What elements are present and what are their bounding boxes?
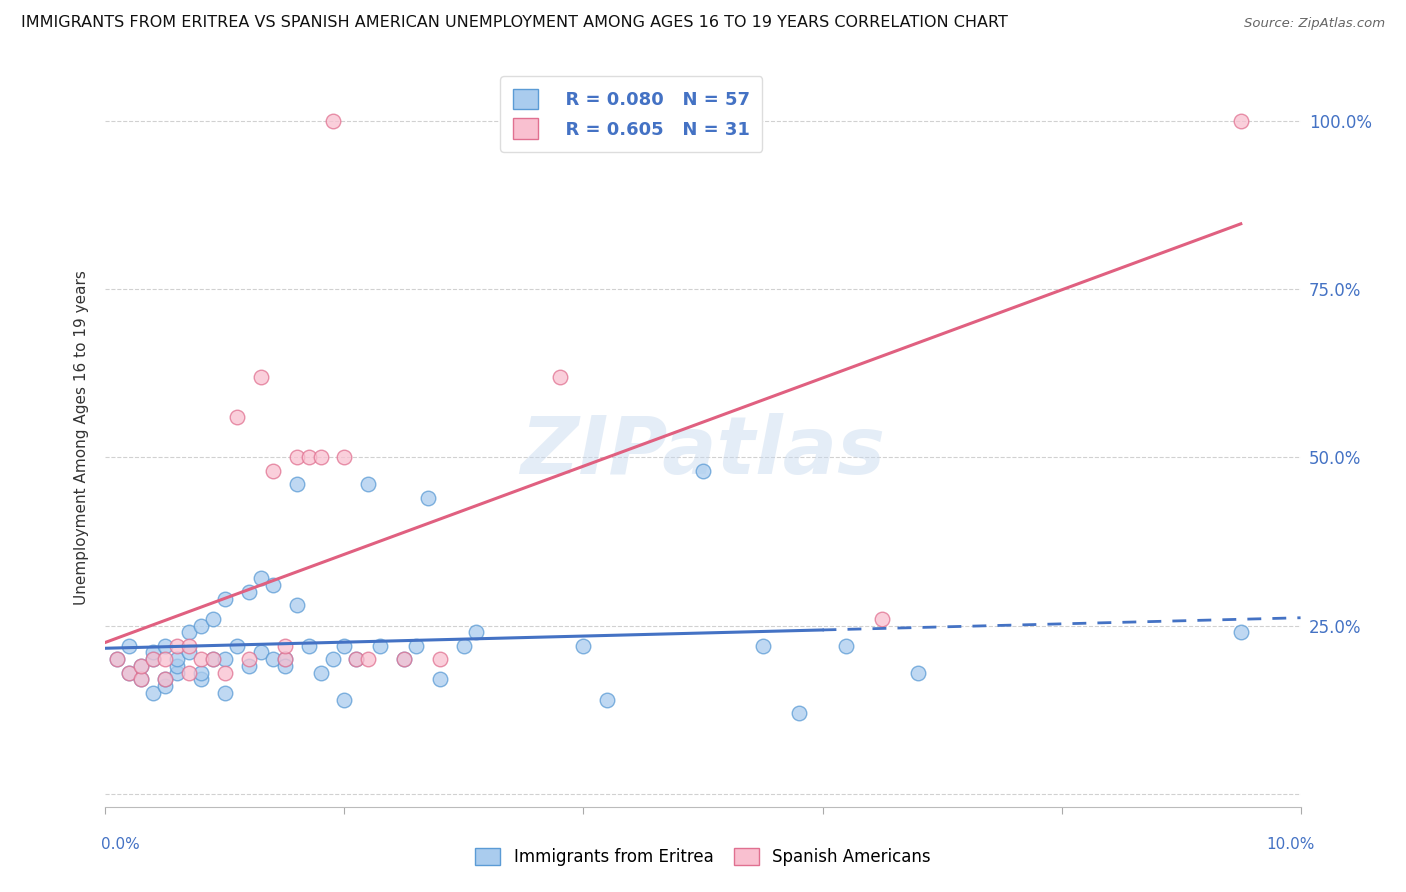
Point — [273, 659, 295, 673]
Point — [298, 450, 321, 465]
Point — [190, 673, 212, 687]
Point — [118, 665, 141, 680]
Point — [1229, 625, 1253, 640]
Point — [309, 665, 332, 680]
Point — [285, 477, 308, 491]
Point — [346, 652, 368, 666]
Point — [214, 665, 236, 680]
Point — [250, 645, 273, 659]
Point — [118, 639, 141, 653]
Legend: Immigrants from Eritrea, Spanish Americans: Immigrants from Eritrea, Spanish America… — [468, 841, 938, 873]
Point — [214, 591, 236, 606]
Point — [250, 571, 273, 585]
Point — [190, 652, 212, 666]
Point — [177, 639, 201, 653]
Point — [321, 113, 344, 128]
Point — [238, 585, 260, 599]
Point — [177, 665, 201, 680]
Point — [262, 464, 284, 478]
Text: 0.0%: 0.0% — [101, 838, 141, 852]
Point — [548, 369, 571, 384]
Point — [321, 652, 344, 666]
Y-axis label: Unemployment Among Ages 16 to 19 years: Unemployment Among Ages 16 to 19 years — [75, 269, 90, 605]
Point — [238, 659, 260, 673]
Point — [262, 652, 284, 666]
Point — [368, 639, 391, 653]
Point — [298, 639, 321, 653]
Point — [142, 645, 165, 659]
Point — [202, 652, 225, 666]
Text: ZIPatlas: ZIPatlas — [520, 413, 886, 491]
Point — [142, 652, 165, 666]
Point — [238, 652, 260, 666]
Point — [273, 652, 295, 666]
Point — [155, 673, 177, 687]
Point — [273, 652, 295, 666]
Point — [273, 639, 295, 653]
Point — [346, 652, 368, 666]
Point — [692, 464, 714, 478]
Point — [907, 665, 929, 680]
Text: 10.0%: 10.0% — [1267, 838, 1315, 852]
Point — [225, 639, 249, 653]
Point — [333, 450, 356, 465]
Point — [107, 652, 129, 666]
Point — [1229, 113, 1253, 128]
Point — [285, 450, 308, 465]
Point — [155, 673, 177, 687]
Point — [405, 639, 427, 653]
Point — [872, 612, 894, 626]
Point — [285, 599, 308, 613]
Text: IMMIGRANTS FROM ERITREA VS SPANISH AMERICAN UNEMPLOYMENT AMONG AGES 16 TO 19 YEA: IMMIGRANTS FROM ERITREA VS SPANISH AMERI… — [21, 15, 1008, 29]
Point — [429, 652, 451, 666]
Text: Source: ZipAtlas.com: Source: ZipAtlas.com — [1244, 17, 1385, 29]
Point — [202, 652, 225, 666]
Point — [214, 686, 236, 700]
Point — [177, 625, 201, 640]
Point — [142, 686, 165, 700]
Point — [787, 706, 810, 720]
Point — [262, 578, 284, 592]
Point — [357, 477, 380, 491]
Point — [155, 679, 177, 693]
Point — [214, 652, 236, 666]
Point — [190, 618, 212, 632]
Point — [835, 639, 858, 653]
Point — [333, 692, 356, 706]
Point — [129, 673, 153, 687]
Point — [142, 652, 165, 666]
Point — [155, 652, 177, 666]
Point — [177, 645, 201, 659]
Point — [464, 625, 488, 640]
Point — [166, 639, 188, 653]
Point — [190, 665, 212, 680]
Point — [333, 639, 356, 653]
Point — [129, 673, 153, 687]
Point — [394, 652, 416, 666]
Point — [155, 639, 177, 653]
Point — [453, 639, 475, 653]
Point — [572, 639, 595, 653]
Point — [596, 692, 619, 706]
Point — [250, 369, 273, 384]
Point — [129, 659, 153, 673]
Point — [166, 659, 188, 673]
Point — [357, 652, 380, 666]
Point — [309, 450, 332, 465]
Point — [129, 659, 153, 673]
Legend:   R = 0.080   N = 57,   R = 0.605   N = 31: R = 0.080 N = 57, R = 0.605 N = 31 — [501, 76, 762, 152]
Point — [107, 652, 129, 666]
Point — [225, 409, 249, 424]
Point — [118, 665, 141, 680]
Point — [166, 652, 188, 666]
Point — [202, 612, 225, 626]
Point — [166, 665, 188, 680]
Point — [394, 652, 416, 666]
Point — [418, 491, 440, 505]
Point — [429, 673, 451, 687]
Point — [751, 639, 773, 653]
